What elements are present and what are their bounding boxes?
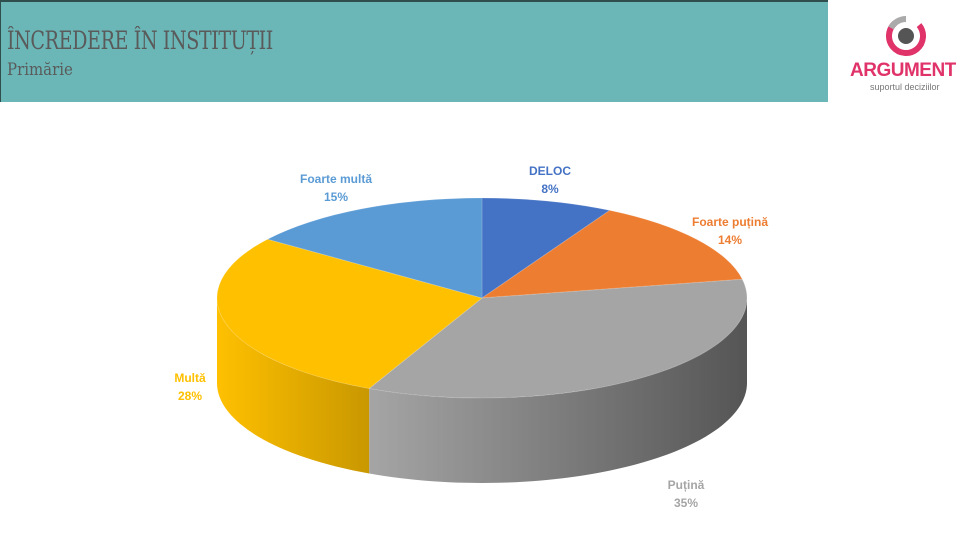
label-multa-name: Multă <box>174 371 206 385</box>
label-putina: Puțină 35% <box>668 476 705 512</box>
pie-slice-foarte-multa <box>266 197 483 299</box>
argument-logo: ARGUMENT suportul deciziilor <box>846 12 966 92</box>
label-putina-value: 35% <box>673 496 699 510</box>
page-subtitle: Primărie <box>7 60 73 80</box>
label-putina-name: Puțină <box>667 478 705 492</box>
page-title: ÎNCREDERE ÎN INSTITUȚII <box>7 26 273 55</box>
label-foarte-putina-value: 14% <box>717 233 743 247</box>
label-foarte-putina: Foarte puțină 14% <box>692 213 768 249</box>
label-multa: Multă 28% <box>174 369 205 405</box>
logo-name: ARGUMENT <box>850 60 956 81</box>
pie-side-multa <box>217 298 370 474</box>
logo-tagline: suportul deciziilor <box>870 82 940 92</box>
label-foarte-multa-name: Foarte multă <box>299 172 373 186</box>
label-deloc: DELOC 8% <box>529 162 571 198</box>
pie-slice-putina <box>367 278 748 399</box>
label-deloc-name: DELOC <box>529 164 571 178</box>
label-multa-value: 28% <box>177 389 203 403</box>
label-foarte-putina-name: Foarte puțină <box>691 215 769 229</box>
pie-slice-foarte-putina <box>480 209 744 299</box>
pie-slice-deloc <box>481 197 611 299</box>
header-banner: ÎNCREDERE ÎN INSTITUȚII Primărie <box>0 0 828 102</box>
label-foarte-multa-value: 15% <box>323 190 349 204</box>
label-foarte-multa: Foarte multă 15% <box>300 170 372 206</box>
label-deloc-value: 8% <box>541 182 559 196</box>
pie-side-putina <box>369 298 747 483</box>
logo-ring-icon <box>886 16 926 56</box>
pie-slice-multa <box>216 238 484 390</box>
